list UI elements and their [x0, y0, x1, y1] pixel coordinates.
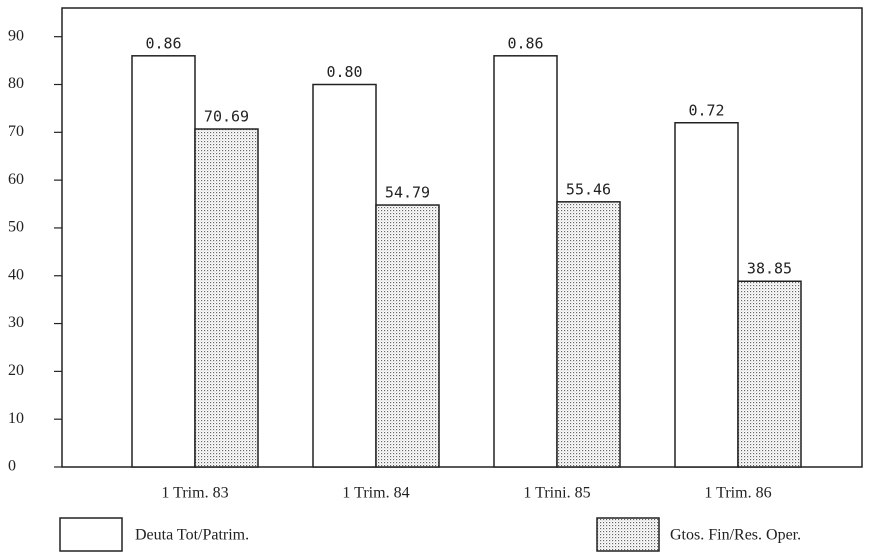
value-label: 54.79: [385, 184, 430, 202]
plot-frame: [61, 7, 863, 468]
y-tick-label: 50: [8, 219, 24, 236]
value-label: 0.86: [145, 34, 181, 52]
bar: [194, 128, 259, 468]
bar: [674, 122, 739, 468]
y-tick-label: 0: [8, 458, 16, 475]
x-tick-label: 1 Trini. 85: [523, 485, 590, 502]
value-label: 0.86: [507, 34, 543, 52]
y-tick-label: 40: [8, 266, 24, 283]
x-tick-label: 1 Trim. 84: [342, 485, 409, 502]
value-label: 0.72: [688, 101, 724, 119]
legend-swatch: [59, 517, 123, 552]
bar: [312, 83, 377, 468]
x-tick-label: 1 Trim. 83: [161, 485, 228, 502]
y-tick-label: 20: [8, 362, 24, 379]
bar: [737, 280, 802, 468]
legend-label: Deuta Tot/Patrim.: [135, 527, 249, 544]
value-label: 70.69: [204, 108, 249, 126]
value-label: 0.80: [326, 63, 362, 81]
bar: [131, 55, 196, 468]
x-tick-label: 1 Trim. 86: [704, 485, 771, 502]
value-label: 55.46: [566, 180, 611, 198]
y-tick-label: 80: [8, 75, 24, 92]
bar: [493, 55, 558, 468]
y-tick-label: 30: [8, 314, 24, 331]
y-tick-label: 60: [8, 171, 24, 188]
legend-label: Gtos. Fin/Res. Oper.: [670, 527, 801, 544]
y-tick-label: 90: [8, 27, 24, 44]
y-tick-label: 70: [8, 123, 24, 140]
value-label: 38.85: [747, 260, 792, 278]
bar: [556, 201, 621, 468]
y-tick-label: 10: [8, 410, 24, 427]
legend-swatch: [596, 517, 660, 552]
bar: [375, 204, 440, 468]
